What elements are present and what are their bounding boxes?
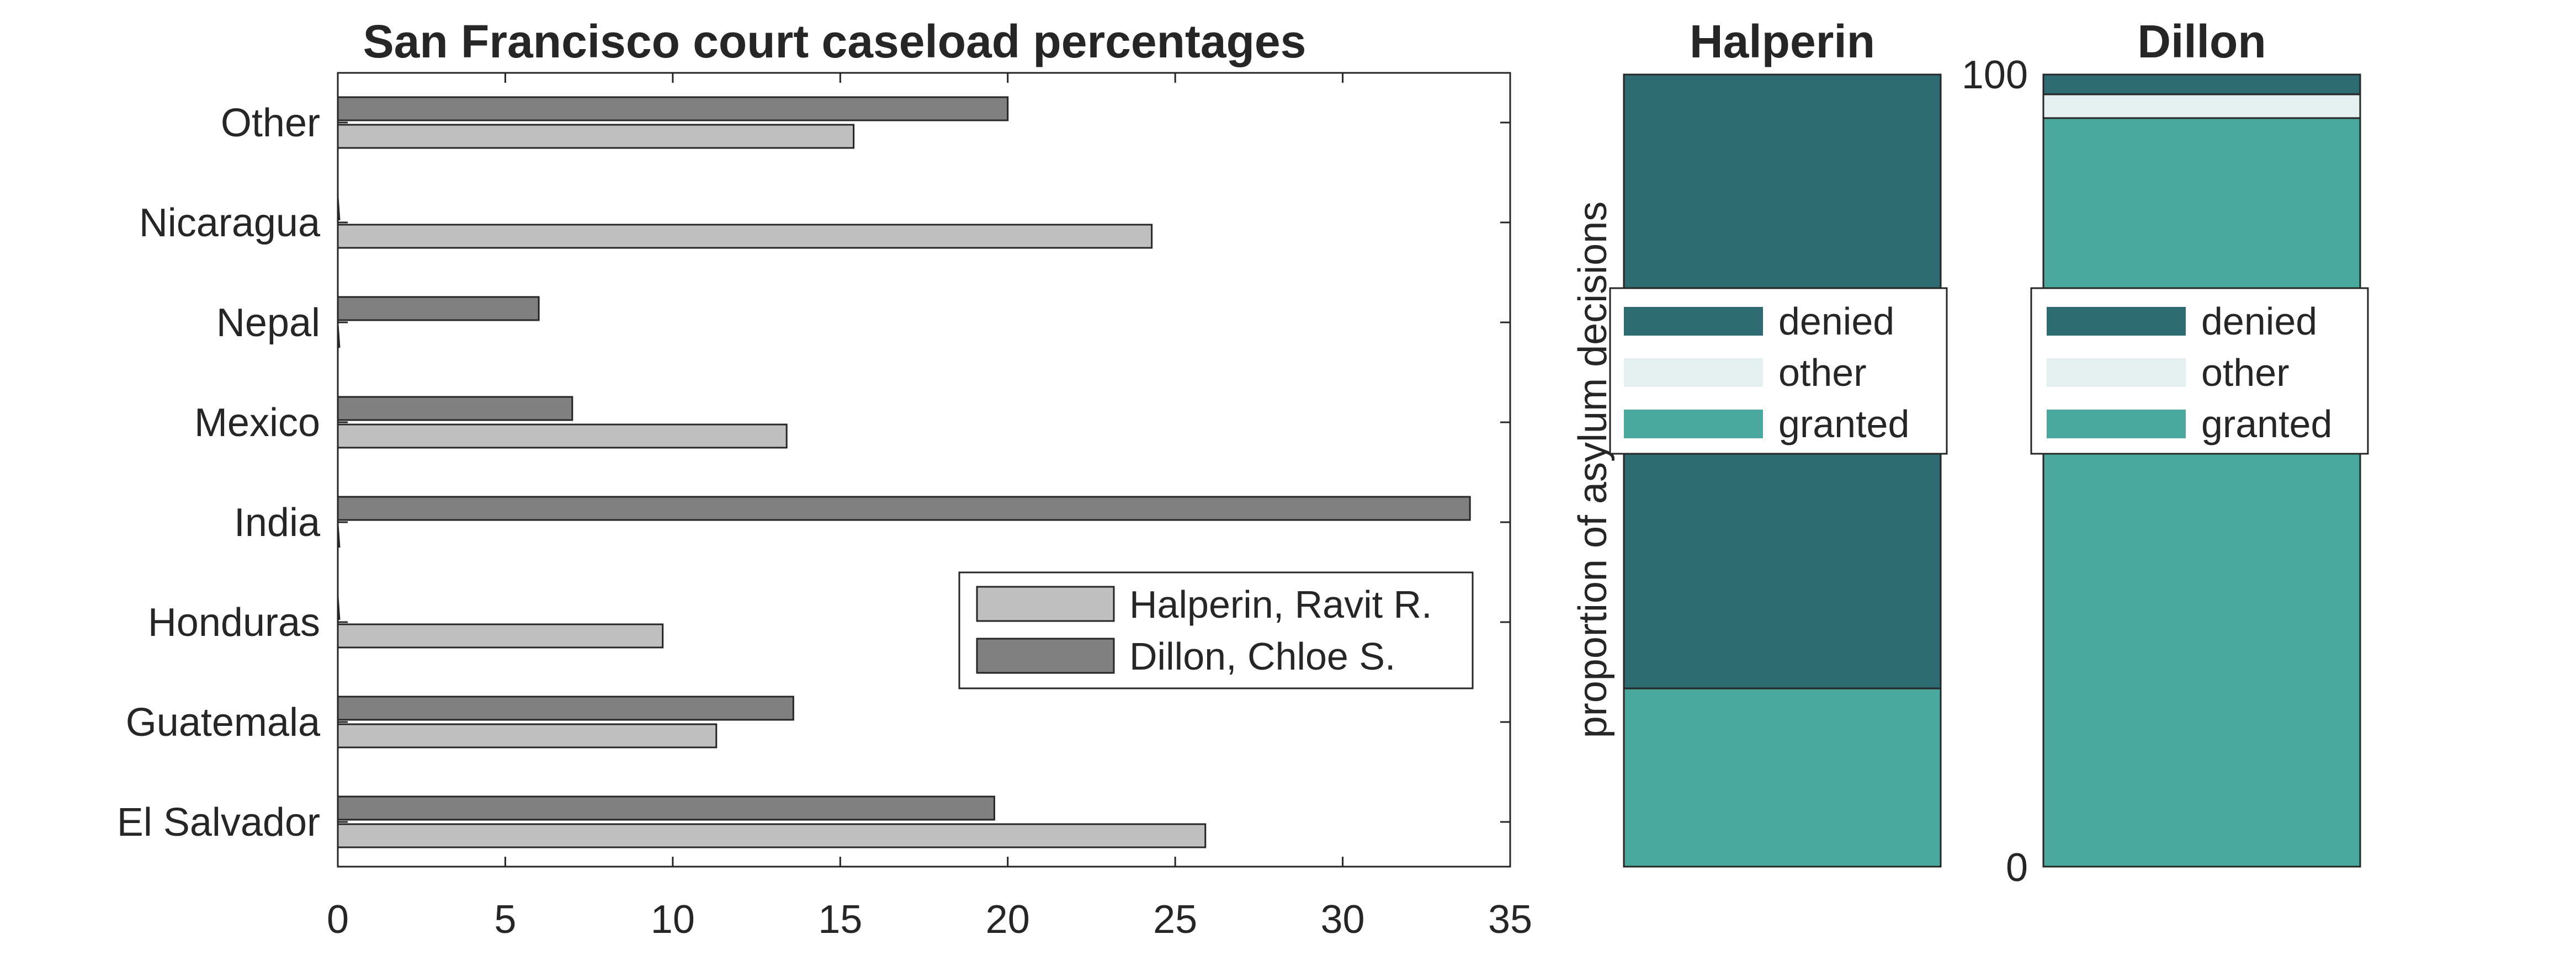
category-label: Guatemala [126, 700, 321, 745]
bar [337, 795, 995, 821]
x-tick-label: 0 [327, 898, 349, 942]
y-axis-ticks: El Salvador Guatemala Honduras India Mexico N… [117, 101, 1510, 845]
bar [337, 224, 1153, 249]
legend-swatch-halperin [976, 586, 1115, 622]
y-tick-top: 100 [1962, 53, 2028, 97]
dillon-chart: Dillon 100 0 denied other granted [1962, 15, 2369, 890]
stacked-bar [1623, 73, 1942, 868]
category-label: Nicaragua [139, 201, 321, 245]
bar [337, 124, 855, 149]
x-tick-label: 20 [986, 898, 1030, 942]
category-label: El Salvador [117, 800, 320, 845]
bar-outline [2042, 73, 2361, 868]
bar-zero [337, 324, 341, 348]
bar-segment-granted [2042, 117, 2361, 868]
bar-segment-denied [2042, 73, 2361, 95]
category-label: Other [221, 101, 320, 145]
legend-label-dillon: Dillon, Chloe S. [1129, 635, 1395, 678]
dillon-title: Dillon [2137, 15, 2266, 67]
halperin-title: Halperin [1690, 15, 1875, 67]
legend-swatch-denied [1624, 307, 1763, 336]
x-tick-label: 35 [1488, 898, 1532, 942]
legend-swatch-granted [2047, 410, 2186, 438]
x-tick-label: 25 [1153, 898, 1197, 942]
chart-title: San Francisco court caseload percentages [363, 15, 1306, 67]
bar [337, 496, 1471, 521]
legend-label-denied: denied [1778, 300, 1894, 343]
bar [337, 296, 540, 321]
legend-label-other: other [2201, 351, 2290, 394]
legend-swatch-other [2047, 358, 2186, 387]
halperin-legend: denied other granted [1609, 287, 1948, 455]
x-tick-label: 5 [494, 898, 516, 942]
category-label: Honduras [148, 601, 320, 645]
bar-zero [337, 596, 341, 620]
x-tick-label: 10 [651, 898, 695, 942]
bar [337, 823, 1207, 848]
legend-swatch-denied [2047, 307, 2186, 336]
dillon-legend: denied other granted [2030, 287, 2369, 455]
x-tick-label: 30 [1321, 898, 1365, 942]
legend-swatch-other [1624, 358, 1763, 387]
bar-group [337, 96, 1471, 848]
bar [337, 96, 1009, 121]
category-label: Mexico [194, 401, 320, 445]
legend-swatch-dillon [976, 638, 1115, 674]
legend-label-denied: denied [2201, 300, 2317, 343]
y-axis-label: proportion of asylum decisions [1571, 201, 1615, 739]
halperin-chart: Halperin proportion of asylum decisions … [1571, 15, 1948, 868]
legend-label-other: other [1778, 351, 1867, 394]
stacked-bar [2042, 73, 2361, 868]
bar [337, 423, 788, 449]
category-label: India [234, 501, 321, 545]
bar [337, 723, 718, 749]
category-label: Nepal [216, 301, 320, 345]
bar-segment-other [2042, 93, 2361, 119]
caseload-chart: San Francisco court caseload percentages… [117, 15, 1532, 942]
legend-swatch-granted [1624, 410, 1763, 438]
legend-label-granted: granted [1778, 402, 1909, 445]
bar-segment-granted [1623, 687, 1942, 868]
legend-label-halperin: Halperin, Ravit R. [1129, 583, 1432, 626]
bar [337, 623, 664, 649]
y-tick-bottom: 0 [2006, 846, 2028, 890]
legend-label-granted: granted [2201, 402, 2332, 445]
x-axis-ticks: 0 5 10 15 20 25 30 35 [327, 73, 1532, 942]
bar [337, 696, 794, 721]
bar-zero [337, 197, 341, 221]
legend: Halperin, Ravit R. Dillon, Chloe S. [958, 571, 1474, 689]
bar-outline [1623, 73, 1942, 868]
x-tick-label: 15 [818, 898, 862, 942]
bar-zero [337, 524, 341, 548]
bar [337, 396, 573, 421]
